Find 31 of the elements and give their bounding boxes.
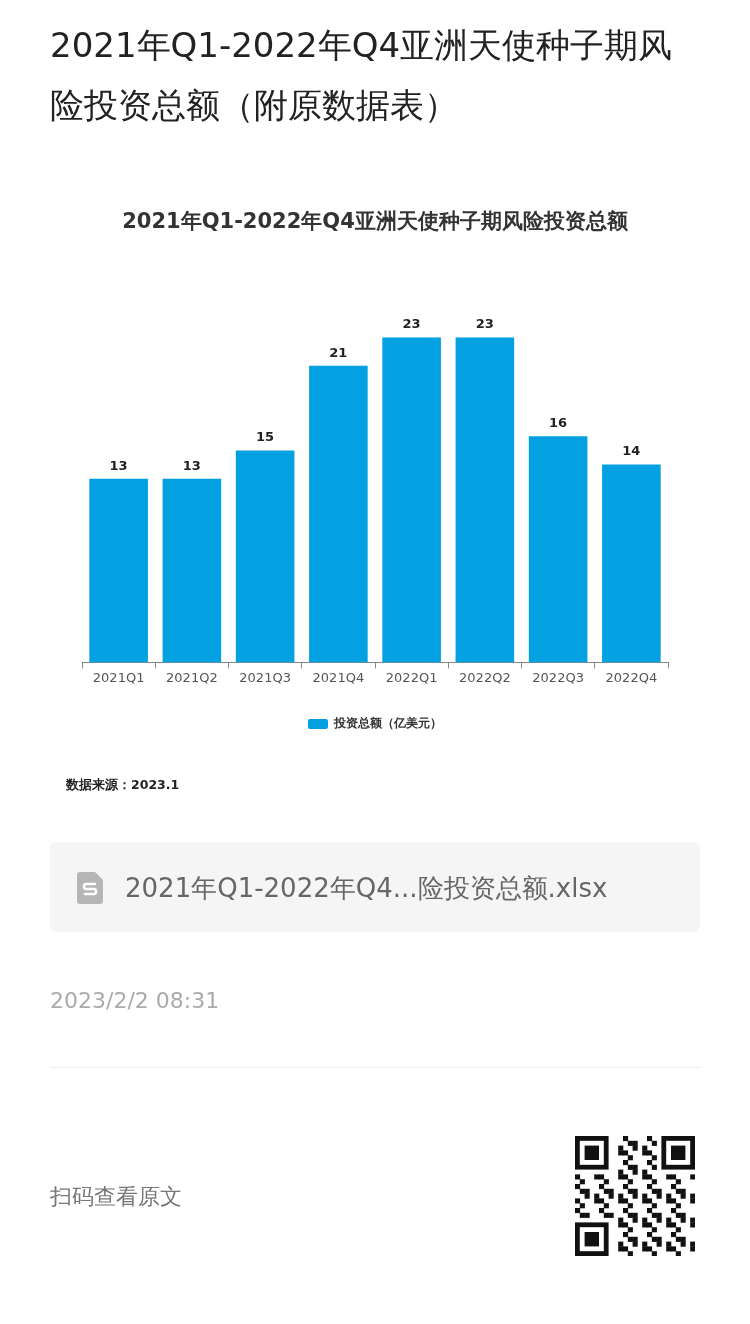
data-label: 13: [182, 457, 201, 473]
bar: [89, 478, 148, 663]
x-tick-label: 2022Q1: [385, 669, 438, 685]
data-label: 23: [475, 316, 494, 332]
data-label: 16: [549, 415, 568, 431]
bar: [162, 478, 222, 663]
x-tick-label: 2022Q4: [605, 669, 658, 685]
bar: [528, 436, 588, 663]
bar: [309, 365, 368, 663]
bar: [382, 337, 441, 663]
source-note: 数据来源：2023.1: [66, 777, 180, 794]
chart-title: 2021年Q1-2022年Q4亚洲天使种子期风险投资总额（附原数据表）: [50, 24, 674, 127]
x-tick-label: 2022Q2: [459, 669, 511, 685]
text: 2023/2/2 08:31: [50, 987, 220, 1015]
data-label: 14: [622, 443, 641, 459]
x-tick-label: 2021Q2: [166, 669, 218, 685]
x-tick-label: 2022Q3: [532, 669, 584, 685]
x-tick-label: 2021Q4: [312, 669, 365, 685]
data-label: 21: [329, 344, 348, 360]
data-label: 15: [256, 429, 275, 445]
legend-label: 投资总额（亿美元）: [333, 716, 442, 731]
chart-subtitle: 2021年Q1-2022年Q4亚洲天使种子期风险投资总额: [122, 209, 629, 234]
bar: [602, 464, 661, 663]
data-label: 23: [402, 316, 421, 332]
bar: [235, 450, 295, 663]
x-tick-label: 2021Q1: [92, 669, 145, 685]
x-tick-label: 2021Q3: [239, 669, 291, 685]
data-label: 13: [109, 457, 128, 473]
text: 扫码查看原文: [50, 1183, 182, 1211]
text: 2021年Q1-2022年Q4...险投资总额.xlsx: [125, 872, 608, 904]
bar: [455, 337, 515, 663]
